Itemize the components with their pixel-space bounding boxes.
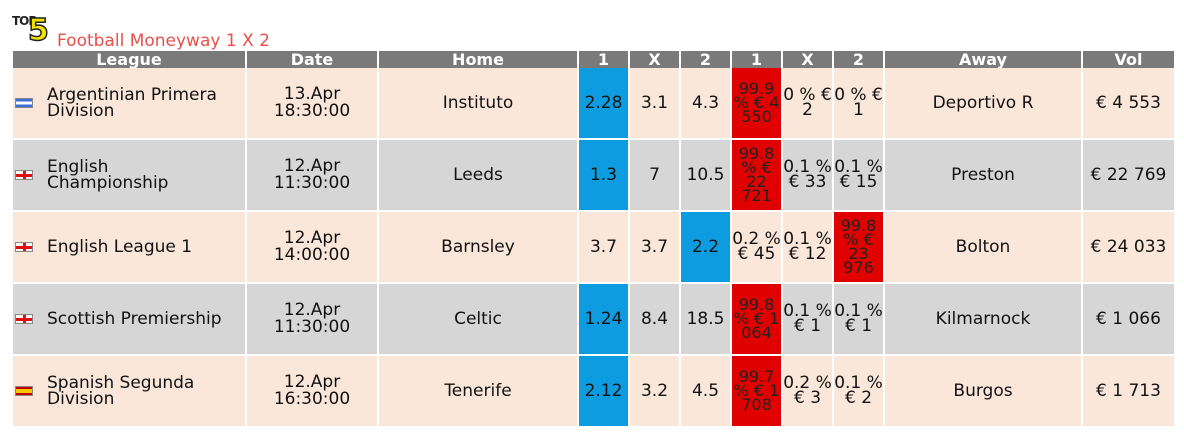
col-date[interactable]: Date	[246, 51, 379, 68]
col-odds-2[interactable]: 2	[680, 51, 732, 68]
col-away[interactable]: Away	[884, 51, 1083, 68]
match-time: 18:30:00	[273, 101, 351, 121]
money-x: 0.1 % € 1	[782, 283, 834, 356]
odds-x: 3.1	[629, 68, 681, 140]
money-1: 99.8 % € 22 721	[731, 139, 783, 212]
match-date: 12.Apr	[283, 372, 341, 392]
league-cell: Argentinian Primera Division	[13, 68, 247, 140]
odds-x: 3.2	[629, 355, 681, 428]
match-date: 13.Apr	[283, 84, 341, 104]
money-2: 0 % € 1	[833, 68, 885, 140]
page-title: Football Moneyway 1 X 2	[57, 31, 270, 51]
table-row[interactable]: English League 1 12.Apr 14:00:00 Barnsley…	[13, 211, 1176, 284]
col-league[interactable]: League	[13, 51, 247, 68]
table-row[interactable]: Spanish Segunda Division 12.Apr 16:30:00 …	[13, 355, 1176, 428]
date-cell: 12.Apr 11:30:00	[246, 283, 379, 356]
date-cell: 12.Apr 16:30:00	[246, 355, 379, 428]
home-team: Leeds	[378, 139, 579, 212]
odds-1: 1.24	[578, 283, 630, 356]
league-name: Spanish Segunda Division	[47, 373, 195, 409]
col-vol[interactable]: Vol	[1082, 51, 1176, 68]
odds-x: 3.7	[629, 211, 681, 284]
col-money-2[interactable]: 2	[833, 51, 885, 68]
money-x: 0.2 % € 3	[782, 355, 834, 428]
table-header-row: League Date Home 1 X 2 1 X 2 Away Vol	[13, 51, 1176, 68]
odds-2: 4.5	[680, 355, 732, 428]
date-cell: 12.Apr 14:00:00	[246, 211, 379, 284]
match-date: 12.Apr	[283, 228, 341, 248]
match-time: 11:30:00	[273, 317, 351, 337]
odds-1: 1.3	[578, 139, 630, 212]
league-name: Argentinian Primera Division	[47, 85, 217, 121]
away-team: Kilmarnock	[884, 283, 1083, 356]
volume: € 24 033	[1082, 211, 1176, 284]
away-team: Burgos	[884, 355, 1083, 428]
col-odds-1[interactable]: 1	[578, 51, 630, 68]
table-row[interactable]: English Championship 12.Apr 11:30:00 Leed…	[13, 139, 1176, 212]
spain-flag-icon	[15, 386, 33, 396]
money-x: 0.1 % € 12	[782, 211, 834, 284]
home-team: Tenerife	[378, 355, 579, 428]
volume: € 4 553	[1082, 68, 1176, 140]
money-2: 0.1 % € 2	[833, 355, 885, 428]
odds-1: 2.12	[578, 355, 630, 428]
table-row[interactable]: Argentinian Primera Division 13.Apr 18:30…	[13, 68, 1176, 140]
col-money-1[interactable]: 1	[731, 51, 783, 68]
odds-1: 3.7	[578, 211, 630, 284]
col-home[interactable]: Home	[378, 51, 579, 68]
money-1: 0.2 % € 45	[731, 211, 783, 284]
logo-five-text: 5	[27, 13, 49, 48]
money-1: 99.9 % € 4 550	[731, 68, 783, 140]
england-flag-icon	[15, 170, 33, 180]
match-time: 11:30:00	[273, 173, 351, 193]
money-1: 99.7 % € 1 708	[731, 355, 783, 428]
money-2: 99.8 % € 23 976	[833, 211, 885, 284]
league-cell: English League 1	[13, 211, 247, 284]
moneyway-table: League Date Home 1 X 2 1 X 2 Away Vol Ar…	[13, 51, 1176, 428]
league-name: English Championship	[47, 157, 169, 193]
league-cell: Scottish Premiership	[13, 283, 247, 356]
money-x: 0.1 % € 33	[782, 139, 834, 212]
league-name: Scottish Premiership	[47, 309, 222, 329]
odds-2: 2.2	[680, 211, 732, 284]
away-team: Preston	[884, 139, 1083, 212]
money-1: 99.8 % € 1 064	[731, 283, 783, 356]
odds-2: 18.5	[680, 283, 732, 356]
col-money-x[interactable]: X	[782, 51, 834, 68]
col-odds-x[interactable]: X	[629, 51, 681, 68]
match-time: 16:30:00	[273, 389, 351, 409]
date-cell: 12.Apr 11:30:00	[246, 139, 379, 212]
table-row[interactable]: Scottish Premiership 12.Apr 11:30:00 Celt…	[13, 283, 1176, 356]
league-cell: Spanish Segunda Division	[13, 355, 247, 428]
match-time: 14:00:00	[273, 245, 351, 265]
top5-logo: TOP 5	[12, 14, 52, 48]
england-flag-icon	[15, 314, 33, 324]
match-date: 12.Apr	[283, 156, 341, 176]
odds-2: 10.5	[680, 139, 732, 212]
away-team: Deportivo R	[884, 68, 1083, 140]
money-2: 0.1 % € 15	[833, 139, 885, 212]
home-team: Celtic	[378, 283, 579, 356]
odds-x: 7	[629, 139, 681, 212]
logo-top-text: TOP	[12, 14, 37, 28]
league-cell: English Championship	[13, 139, 247, 212]
money-2: 0.1 % € 1	[833, 283, 885, 356]
argentina-flag-icon	[15, 98, 33, 108]
odds-x: 8.4	[629, 283, 681, 356]
volume: € 1 713	[1082, 355, 1176, 428]
odds-2: 4.3	[680, 68, 732, 140]
money-x: 0 % € 2	[782, 68, 834, 140]
league-name: English League 1	[47, 237, 193, 257]
home-team: Instituto	[378, 68, 579, 140]
away-team: Bolton	[884, 211, 1083, 284]
volume: € 1 066	[1082, 283, 1176, 356]
date-cell: 13.Apr 18:30:00	[246, 68, 379, 140]
home-team: Barnsley	[378, 211, 579, 284]
match-date: 12.Apr	[283, 300, 341, 320]
volume: € 22 769	[1082, 139, 1176, 212]
odds-1: 2.28	[578, 68, 630, 140]
england-flag-icon	[15, 242, 33, 252]
